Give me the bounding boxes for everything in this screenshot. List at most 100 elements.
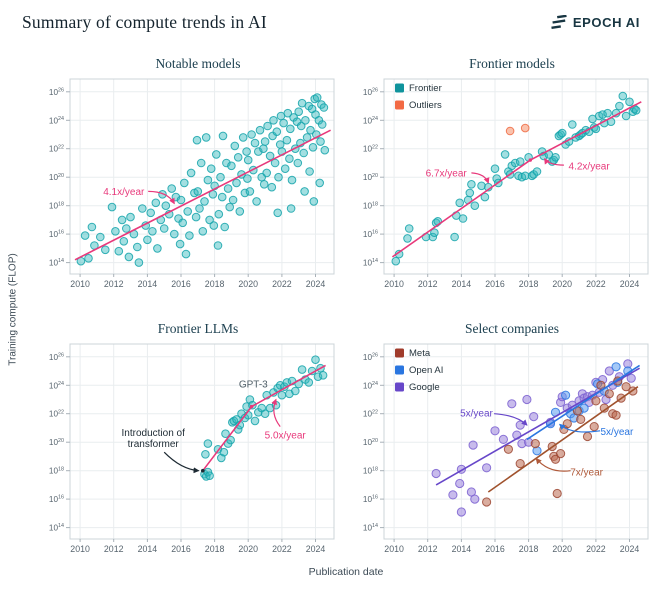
chart-title: Frontier LLMs	[157, 321, 239, 336]
epoch-logo-icon	[551, 15, 567, 30]
svg-text:1020: 1020	[49, 173, 64, 182]
epoch-logo-text: EPOCH AI	[572, 15, 640, 30]
annotation-arrow	[163, 451, 200, 474]
svg-text:1016: 1016	[49, 495, 64, 504]
svg-text:1016: 1016	[49, 230, 64, 239]
chart-select-companies: Select companies 2010 2012 2014 2016 2018 202…	[351, 321, 655, 562]
x-axis-ticks: 2010 2012 2014 2016 2018 2020 2022 2024	[384, 274, 639, 289]
svg-text:Outliers: Outliers	[409, 100, 442, 111]
annotation-arrow	[494, 413, 528, 426]
scatter-points-outliers	[505, 123, 530, 136]
page-title: Summary of compute trends in AI	[22, 12, 267, 32]
svg-text:2020: 2020	[552, 279, 572, 289]
svg-text:1016: 1016	[363, 495, 378, 504]
chart-frontier-models-plot: 2010 2012 2014 2016 2018 2020 2022 2024 1026 1024…	[363, 78, 649, 289]
svg-text:1024: 1024	[49, 381, 64, 390]
svg-text:2012: 2012	[104, 279, 124, 289]
trend-line	[526, 364, 641, 441]
chart-frontier-llms-plot: 2010 2012 2014 2016 2018 2020 2022 2024 1026 1024…	[49, 343, 335, 554]
svg-text:2018: 2018	[519, 544, 539, 554]
svg-text:1018: 1018	[49, 201, 64, 210]
svg-text:2024: 2024	[620, 279, 640, 289]
annotation-arrow	[535, 457, 571, 472]
x-axis-ticks: 2010 2012 2014 2016 2018 2020 2022 2024	[70, 539, 325, 554]
legend: Meta Open AI Google	[395, 348, 443, 393]
svg-text:2012: 2012	[418, 279, 438, 289]
plot-border	[383, 343, 649, 540]
svg-text:2018: 2018	[519, 279, 539, 289]
annotation-arrow	[544, 157, 564, 166]
svg-text:2022: 2022	[272, 279, 292, 289]
chart-title: Notable models	[155, 56, 241, 71]
header: Summary of compute trends in AI EPOCH AI	[22, 12, 640, 46]
svg-text:2018: 2018	[205, 544, 225, 554]
y-axis-ticks: 1026 1024 1022 1020 1018 1016 1014	[363, 87, 384, 268]
svg-text:1018: 1018	[363, 201, 378, 210]
trend-line	[487, 386, 639, 493]
svg-text:2022: 2022	[272, 544, 292, 554]
svg-text:2012: 2012	[418, 544, 438, 554]
chart-title: Select companies	[464, 321, 560, 336]
svg-text:1024: 1024	[49, 116, 64, 125]
svg-text:2010: 2010	[70, 279, 90, 289]
scatter-points-frontier-llms	[200, 355, 328, 481]
svg-text:2016: 2016	[171, 279, 191, 289]
annotation-label: 6.7x/year	[426, 168, 468, 179]
svg-text:1024: 1024	[363, 116, 378, 125]
svg-text:2010: 2010	[384, 544, 404, 554]
svg-text:2014: 2014	[138, 279, 158, 289]
annotation-label: GPT-3	[239, 379, 268, 390]
svg-text:1020: 1020	[49, 438, 64, 447]
annotation-arrow	[148, 190, 175, 205]
y-axis-label: Training compute (FLOP)	[7, 253, 19, 366]
legend: Frontier Outliers	[395, 83, 442, 111]
trend-marker-dot	[528, 158, 532, 162]
svg-text:2010: 2010	[70, 544, 90, 554]
annotation-label: 5x/year	[601, 427, 634, 438]
x-axis-ticks: 2010 2012 2014 2016 2018 2020 2022 2024	[384, 539, 639, 554]
svg-text:Meta: Meta	[409, 348, 431, 359]
svg-text:1018: 1018	[49, 466, 64, 475]
svg-text:2012: 2012	[104, 544, 124, 554]
svg-text:1018: 1018	[363, 466, 378, 475]
y-axis-ticks: 1026 1024 1022 1020 1018 1016 1014	[49, 352, 70, 533]
svg-text:2018: 2018	[205, 279, 225, 289]
svg-text:1020: 1020	[363, 173, 378, 182]
annotation-label: Introduction of transformer	[122, 428, 186, 450]
svg-text:2022: 2022	[586, 544, 606, 554]
annotation-label: 5.0x/year	[265, 431, 307, 442]
svg-text:1016: 1016	[363, 230, 378, 239]
svg-text:Open AI: Open AI	[409, 365, 443, 376]
trend-marker-dot	[249, 404, 254, 409]
svg-text:Google: Google	[409, 382, 440, 393]
svg-text:2020: 2020	[552, 544, 572, 554]
scatter-points-notable	[76, 93, 330, 267]
svg-text:1022: 1022	[363, 144, 378, 153]
chart-frontier-llms: Frontier LLMs 2010 2012 2014 2016 2018 2020 20…	[37, 321, 341, 562]
y-axis-ticks: 1026 1024 1022 1020 1018 1016 1014	[363, 352, 384, 533]
svg-text:2024: 2024	[306, 544, 326, 554]
annotation-label: 4.2x/year	[569, 161, 611, 172]
plot-border	[69, 78, 335, 275]
svg-text:1022: 1022	[49, 144, 64, 153]
svg-text:1022: 1022	[363, 409, 378, 418]
svg-text:1026: 1026	[363, 87, 378, 96]
svg-text:2016: 2016	[485, 279, 505, 289]
svg-text:1024: 1024	[363, 381, 378, 390]
svg-text:2024: 2024	[306, 279, 326, 289]
annotation-arrow	[558, 423, 601, 433]
epoch-ai-logo: EPOCH AI	[551, 15, 640, 30]
svg-text:1026: 1026	[49, 87, 64, 96]
chart-title: Frontier models	[469, 56, 555, 71]
chart-notable-models-plot: 2010 2012 2014 2016 2018 2020 2022 2024 1026 1024…	[49, 78, 335, 289]
y-axis-ticks: 1026 1024 1022 1020 1018 1016 1014	[49, 87, 70, 268]
annotation-label: 5x/year	[460, 409, 493, 420]
svg-text:1026: 1026	[49, 352, 64, 361]
annotation-arrow	[271, 398, 281, 427]
x-axis-label: Publication date	[308, 566, 384, 578]
trend-line	[74, 129, 331, 261]
svg-text:2024: 2024	[620, 544, 640, 554]
chart-select-companies-plot: 2010 2012 2014 2016 2018 2020 2022 2024 1026 1024…	[363, 343, 649, 554]
svg-text:2016: 2016	[485, 544, 505, 554]
svg-text:2010: 2010	[384, 279, 404, 289]
